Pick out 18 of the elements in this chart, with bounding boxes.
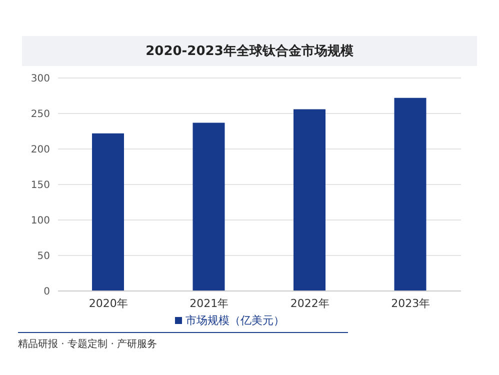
bar (92, 133, 124, 291)
y-tick-label: 150 (30, 180, 50, 192)
y-tick-label: 0 (44, 286, 50, 298)
chart-title: 2020-2023年全球钛合金市场规模 (22, 36, 477, 66)
x-tick-label: 2022年 (290, 296, 330, 310)
x-tick-label: 2023年 (391, 296, 430, 310)
y-tick-label: 300 (30, 74, 50, 85)
bar (192, 122, 225, 291)
bar (394, 98, 426, 291)
bar (294, 109, 326, 291)
y-tick-label: 250 (30, 109, 50, 120)
y-tick-label: 100 (30, 216, 50, 227)
y-tick-label: 50 (37, 251, 50, 262)
legend-label: 市场规模（亿美元） (186, 314, 284, 327)
x-tick-label: 2020年 (88, 296, 128, 310)
y-tick-label: 200 (30, 144, 50, 156)
text: 精品研报 · 专题定制 · 产研服务 (18, 338, 158, 351)
x-tick-label: 2021年 (190, 296, 229, 310)
